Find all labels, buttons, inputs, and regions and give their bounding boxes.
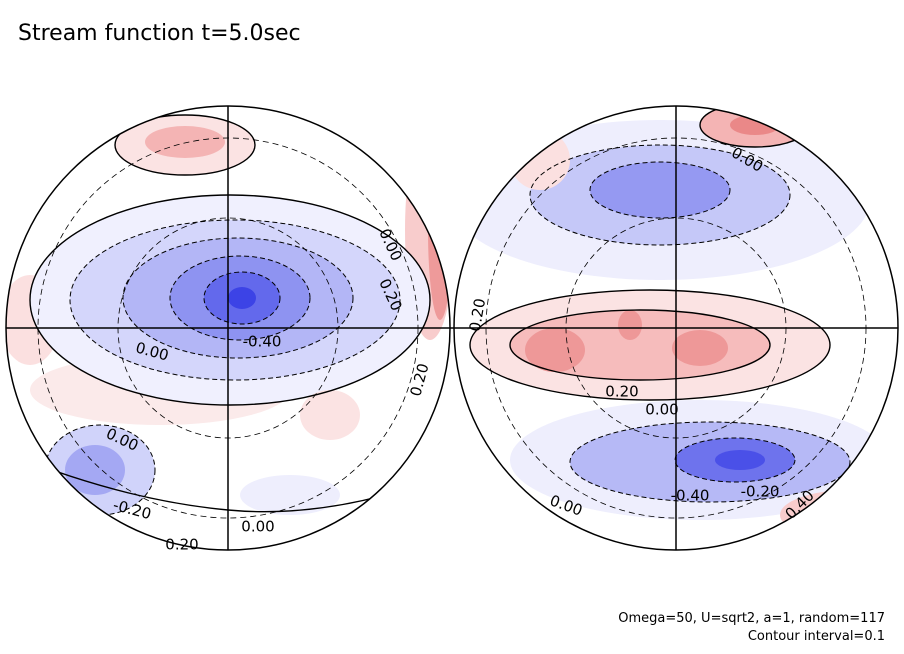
contour-label: -0.20 (741, 483, 780, 501)
contour-label: 0.00 (645, 401, 678, 419)
title: Stream function t=5.0sec (18, 21, 301, 46)
footer-interval: Contour interval=0.1 (748, 629, 885, 644)
contour-label: 0.20 (605, 383, 638, 401)
contour-label: -0.40 (243, 333, 282, 351)
contour-label: 0.20 (466, 297, 490, 333)
contour-label: -0.40 (671, 487, 710, 505)
footer-params: Omega=50, U=sqrt2, a=1, random=117 (618, 611, 885, 626)
contour-label: 0.20 (165, 536, 198, 554)
contour-label: 0.00 (241, 518, 274, 536)
left-hemisphere (6, 106, 450, 550)
